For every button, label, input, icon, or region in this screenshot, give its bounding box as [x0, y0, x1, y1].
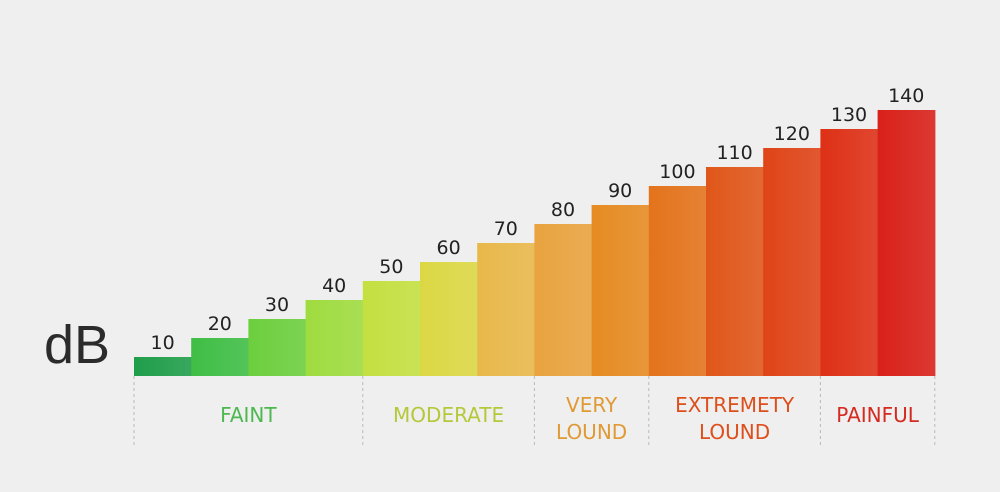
value-label-40: 40 — [322, 275, 346, 297]
value-label-20: 20 — [208, 313, 232, 335]
bar-30 — [248, 319, 307, 376]
bar-100 — [648, 186, 707, 376]
bar-60 — [420, 262, 478, 376]
bars-group — [134, 110, 936, 376]
value-labels-group: 10 20 30 40 50 60 70 80 90 100 110 120 130 140 — [151, 85, 925, 354]
band-dividers-group — [133, 376, 936, 448]
value-label-110: 110 — [716, 142, 752, 164]
value-label-90: 90 — [608, 180, 632, 202]
bar-80 — [534, 224, 593, 376]
bar-10 — [134, 357, 192, 376]
bar-120 — [763, 148, 821, 376]
band-label-2: VERY LOUND — [556, 393, 628, 444]
value-label-120: 120 — [774, 123, 810, 145]
value-label-70: 70 — [494, 218, 518, 240]
value-label-130: 130 — [831, 104, 867, 126]
unit-label: dB — [44, 315, 111, 375]
value-label-80: 80 — [551, 199, 575, 221]
value-label-140: 140 — [888, 85, 924, 107]
bar-140 — [877, 110, 936, 376]
value-label-30: 30 — [265, 294, 289, 316]
bar-90 — [591, 205, 650, 376]
bar-70 — [477, 243, 535, 376]
value-label-50: 50 — [379, 256, 403, 278]
bar-20 — [191, 338, 249, 376]
band-label-3: EXTREMETY LOUND — [675, 393, 795, 444]
value-label-10: 10 — [151, 332, 175, 354]
band-label-0: FAINT — [220, 403, 277, 427]
bar-130 — [820, 129, 879, 376]
value-label-60: 60 — [437, 237, 461, 259]
band-label-1: MODERATE — [393, 403, 505, 427]
value-label-100: 100 — [659, 161, 695, 183]
bar-50 — [362, 281, 421, 376]
bar-40 — [305, 300, 364, 376]
band-label-4: PAINFUL — [836, 403, 919, 427]
bar-110 — [706, 167, 764, 376]
